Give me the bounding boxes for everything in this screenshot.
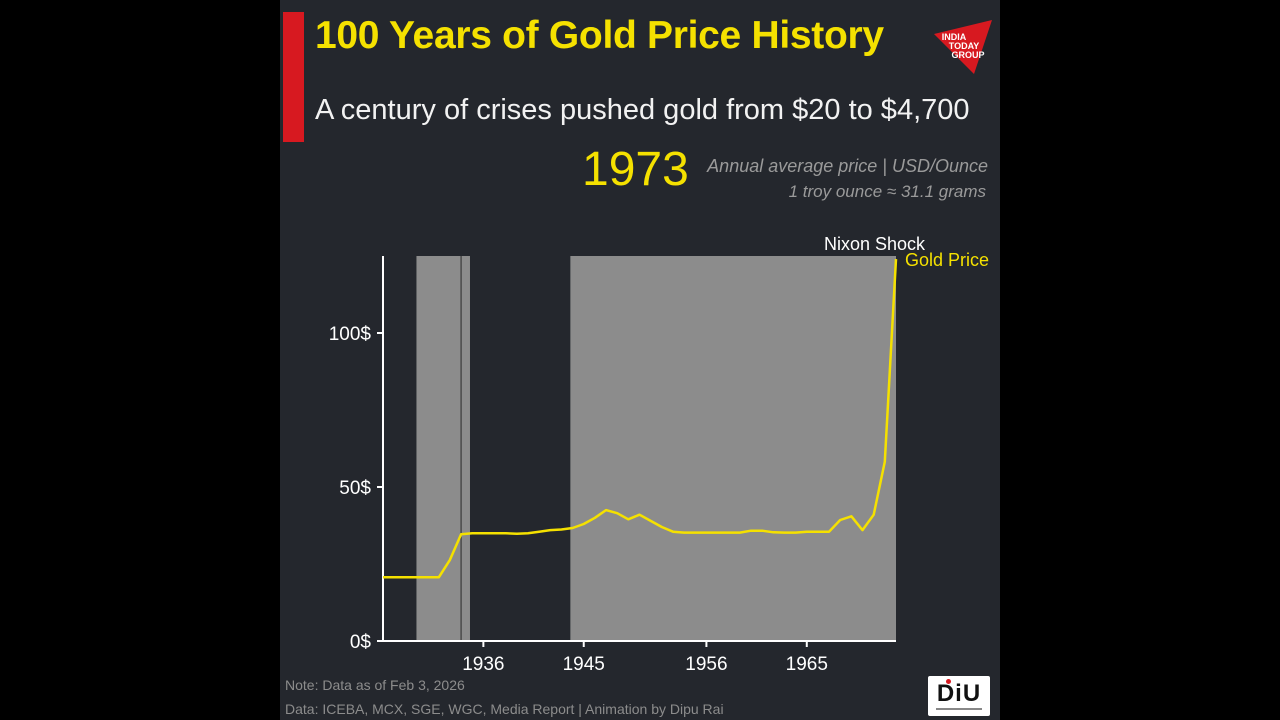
diu-badge-logo: DiU xyxy=(928,676,990,716)
diu-badge-dot xyxy=(946,679,951,684)
conversion-note: 1 troy ounce ≈ 31.1 grams xyxy=(788,182,986,201)
x-tick-label: 1945 xyxy=(563,654,605,675)
series-label-gold-price: Gold Price xyxy=(905,250,989,270)
y-tick-label: 50$ xyxy=(339,478,371,499)
x-tick-label: 1965 xyxy=(786,654,828,675)
gold-price-chart: 0$ 50$ 100$ 1936 1945 1956 1965 Gold PriceNixon… xyxy=(329,234,989,675)
chart-title: 100 Years of Gold Price History xyxy=(315,14,884,57)
chart-subtitle: A century of crises pushed gold from $20… xyxy=(315,94,970,126)
diu-badge-underline xyxy=(936,708,982,710)
unit-note: Annual average price | USD/Ounce xyxy=(707,156,988,176)
title-accent-bar xyxy=(283,12,304,142)
logo-text-line: TODAY xyxy=(949,41,980,51)
logo-text-line: INDIA xyxy=(942,32,967,42)
chart-panel: 100 Years of Gold Price History INDIA TO… xyxy=(280,0,1000,720)
series-line-gold-price xyxy=(383,259,898,579)
footer-source: Data: ICEBA, MCX, SGE, WGC, Media Report… xyxy=(285,701,724,717)
shaded-period xyxy=(570,256,896,641)
india-today-group-logo: INDIA TODAY GROUP xyxy=(934,20,992,74)
x-tick-label: 1936 xyxy=(462,654,504,675)
footer-note: Note: Data as of Feb 3, 2026 xyxy=(285,677,465,693)
y-tick-label: 0$ xyxy=(350,632,372,653)
logo-text-line: GROUP xyxy=(951,50,984,60)
shaded-period xyxy=(416,256,470,641)
y-tick-label: 100$ xyxy=(329,324,372,345)
diu-badge-text: DiU xyxy=(936,680,982,707)
x-tick-label: 1956 xyxy=(685,654,727,675)
annotation-nixon-shock: Nixon Shock xyxy=(824,234,926,254)
current-year-label: 1973 xyxy=(582,143,689,196)
